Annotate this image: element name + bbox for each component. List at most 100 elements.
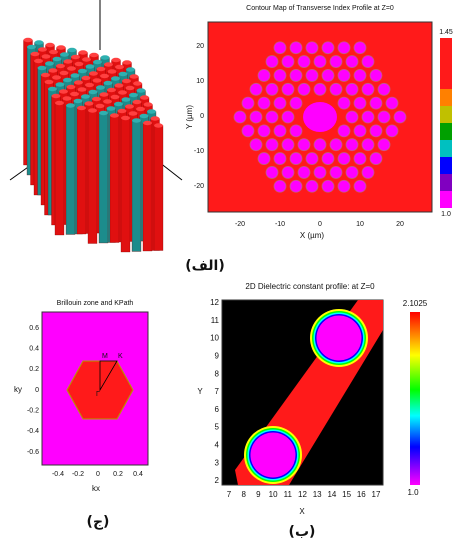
hole (330, 56, 342, 68)
rod-top (101, 55, 110, 59)
hole (242, 97, 254, 109)
hole (354, 153, 366, 165)
rod-top (35, 40, 44, 44)
y-tick-label: -0.4 (27, 428, 39, 435)
rod-top (133, 100, 142, 104)
x-tick-label: 11 (284, 490, 293, 499)
hole (298, 166, 310, 178)
hole (362, 111, 374, 123)
rod-top (132, 118, 141, 122)
hole (290, 69, 302, 81)
rod-top (115, 83, 124, 87)
x-axis-label: kx (92, 484, 100, 493)
rod (88, 111, 97, 244)
hole (338, 153, 350, 165)
ring (317, 316, 362, 361)
rod-top (144, 102, 153, 106)
rod-top (104, 62, 113, 66)
hole (322, 69, 334, 81)
rod-top (52, 94, 61, 98)
rod-top (82, 76, 91, 80)
hole (362, 139, 374, 151)
x-tick-label: -0.4 (52, 471, 64, 478)
rod-top (86, 64, 95, 68)
hole (242, 125, 254, 137)
rod-top (121, 116, 130, 120)
caption: (الف) (185, 258, 225, 274)
rod-top (93, 60, 102, 64)
rod (132, 121, 141, 252)
x-tick-label: 14 (327, 490, 336, 499)
rod-top (68, 48, 77, 52)
y-tick-label: 3 (215, 458, 220, 467)
rod-top (88, 108, 97, 112)
hole (354, 69, 366, 81)
rod-top (70, 92, 79, 96)
x-tick-label: 20 (396, 221, 404, 228)
y-tick-label: 0.4 (29, 346, 39, 353)
rod-top (100, 92, 109, 96)
hole (362, 83, 374, 95)
rod-top (129, 111, 138, 115)
y-tick-label: -10 (194, 148, 204, 155)
rod-top (78, 87, 87, 91)
rod-top (140, 114, 149, 118)
rod-top (34, 59, 43, 63)
hole (314, 83, 326, 95)
rod-top (38, 47, 47, 51)
hole (346, 166, 358, 178)
rod-top (90, 53, 99, 57)
hole (354, 42, 366, 54)
x-tick-label: 8 (241, 490, 246, 499)
colorbar-max: 1.45 (439, 29, 453, 36)
y-tick-label: 6 (215, 405, 220, 414)
rod (143, 123, 152, 251)
hole (338, 97, 350, 109)
hole (346, 111, 358, 123)
x-tick-label: 9 (256, 490, 261, 499)
hole (282, 166, 294, 178)
rod-top (74, 80, 83, 84)
colorbar-band (440, 123, 452, 140)
rod-top (66, 103, 75, 107)
colorbar-band (440, 191, 452, 208)
hole (258, 69, 270, 81)
x-tick-label: 0 (318, 221, 322, 228)
rod-top (119, 72, 128, 76)
x-tick-label: 17 (372, 490, 381, 499)
y-axis-label: ky (14, 385, 22, 394)
y-axis-label: Y (197, 387, 203, 396)
colorbar-band (440, 55, 452, 72)
colorbar-band (440, 38, 452, 55)
rod-top (122, 79, 131, 83)
colorbar-band (440, 157, 452, 174)
rod-top (67, 66, 76, 70)
rod-top (96, 85, 105, 89)
hole (282, 56, 294, 68)
y-tick-label: 20 (196, 43, 204, 50)
hole (266, 111, 278, 123)
colorbar-min: 1.0 (441, 211, 451, 218)
hole (250, 139, 262, 151)
y-tick-label: -0.6 (27, 449, 39, 456)
y-tick-label: 10 (210, 334, 219, 343)
y-tick-label: 0 (200, 113, 204, 120)
core-hole (303, 102, 337, 132)
rod-top (56, 82, 65, 86)
y-tick-label: 5 (215, 423, 220, 432)
hole (290, 125, 302, 137)
hole (330, 83, 342, 95)
hole (306, 69, 318, 81)
hole (250, 83, 262, 95)
y-tick-label: 0.6 (29, 325, 39, 332)
rod-top (112, 58, 121, 62)
hole (330, 166, 342, 178)
rod-top (151, 116, 160, 120)
rod-top (123, 60, 132, 64)
rod-top (114, 102, 123, 106)
rod-top (125, 104, 134, 108)
rod-top (49, 50, 58, 54)
hole (298, 139, 310, 151)
x-tick-label: 10 (356, 221, 364, 228)
hole (370, 97, 382, 109)
